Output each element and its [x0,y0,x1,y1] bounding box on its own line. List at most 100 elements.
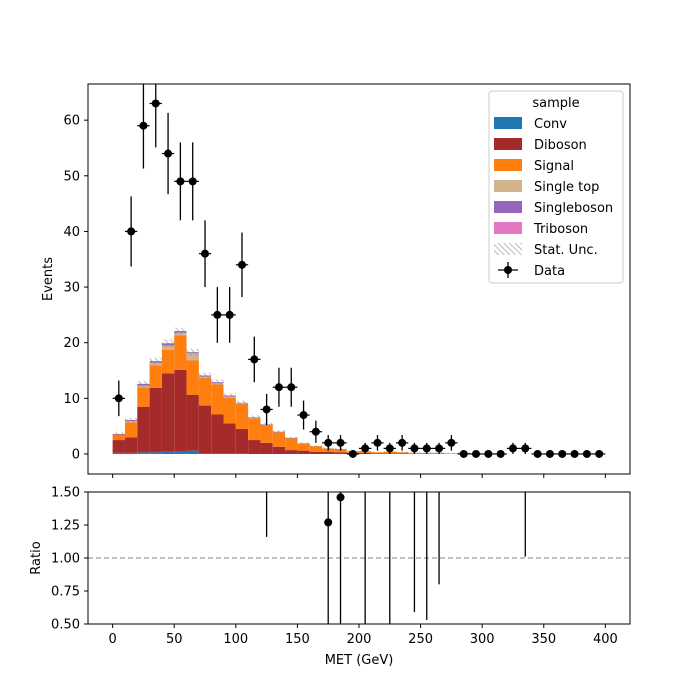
bar-signal-bin-13 [272,432,286,447]
ratio-y-tick-label: 1.00 [51,552,80,567]
bar-diboson-bin-4 [161,373,175,452]
stat-unc-bin-10 [235,400,249,406]
data-point-9 [225,310,234,319]
bar-diboson-bin-17 [322,451,335,454]
x-tick-label: 100 [223,632,248,647]
data-point-27 [447,438,456,447]
data-point-30 [484,449,493,458]
data-point-4 [164,149,173,158]
main-x-axis-ticks [112,474,606,478]
main-y-axis-ticks: 0 10 20 30 40 50 60 [63,114,88,462]
data-point-28 [459,449,468,458]
legend-swatch [494,222,522,234]
data-point-15 [299,411,308,420]
x-tick-label: 50 [166,632,183,647]
stat-unc-bin-1 [124,417,138,423]
bar-diboson-bin-18 [334,452,347,454]
data-point-16 [311,427,320,436]
data-point-33 [521,444,530,453]
data-point-13 [274,383,283,392]
ratio-points [265,492,526,624]
ratio-x-axis-ticks: 0 50 100 150 200 250 300 350 400 [108,624,618,647]
x-axis-label: MET (GeV) [325,653,394,668]
data-point-37 [570,449,579,458]
bar-diboson-bin-1 [124,437,138,453]
data-point-23 [398,438,407,447]
x-tick-label: 150 [285,632,310,647]
bar-signal-bin-7 [198,377,212,406]
data-point-8 [213,310,222,319]
bar-diboson-bin-2 [137,406,150,453]
data-point-38 [582,449,591,458]
legend-item-stat-unc: Stat. Unc. [494,243,598,258]
data-point-6 [188,177,197,186]
bar-signal-bin-6 [186,360,199,395]
legend-marker [504,266,512,274]
data-point-0 [114,394,123,403]
bar-diboson-bin-3 [149,387,162,453]
legend-swatch [494,138,522,150]
stat-unc-bin-16 [309,445,323,448]
ratio-panel: 0.50 0.75 1.00 1.25 1.50 0 50 100 150 200 250 300 3… [29,486,631,668]
main-y-tick-label: 10 [63,392,80,407]
bar-conv-bin-2 [137,452,150,454]
bar-diboson-bin-21 [371,453,384,454]
legend-item-conv: Conv [494,117,567,132]
main-y-tick-label: 0 [72,447,80,462]
legend-label: Stat. Unc. [534,243,598,258]
stat-unc-bin-13 [272,430,286,434]
ratio-point-1 [324,518,333,527]
x-tick-label: 300 [470,632,495,647]
bar-signal-bin-14 [285,438,298,451]
bar-diboson-bin-16 [309,451,323,454]
bar-conv-bin-3 [149,452,162,454]
main-y-tick-label: 60 [63,114,80,129]
bar-diboson-bin-12 [260,442,273,454]
data-point-10 [237,260,246,269]
data-point-21 [373,438,382,447]
bar-diboson-bin-23 [395,453,409,454]
main-y-tick-label: 30 [63,281,80,296]
bar-single-top-bin-4 [161,345,175,350]
legend-swatch [494,243,522,255]
bar-diboson-bin-8 [211,414,224,454]
bar-signal-bin-9 [223,397,236,424]
stat-unc-bin-9 [223,393,236,398]
bar-conv-bin-8 [211,453,224,454]
main-y-axis-label: Events [41,257,56,301]
bar-conv-bin-0 [112,452,125,454]
stat-unc-bin-5 [174,327,187,335]
bar-signal-bin-1 [124,422,138,438]
legend-frame [488,90,624,284]
bar-signal-bin-12 [260,425,273,443]
legend-swatch [494,117,522,129]
legend: sample Conv Diboson Signal Single top Single… [488,90,624,284]
bar-diboson-bin-7 [198,405,212,454]
main-y-tick-label: 50 [63,169,80,184]
legend-items: Conv Diboson Signal Single top Singleboson Tr… [494,117,613,279]
data-point-22 [385,444,394,453]
legend-label: Triboson [533,222,588,237]
ratio-y-tick-label: 1.25 [51,519,80,534]
stacked-histogram [112,331,470,454]
stat-unc-bin-14 [285,436,298,439]
bar-conv-bin-1 [124,452,138,454]
stat-unc-bin-0 [112,432,125,436]
ratio-y-tick-label: 1.50 [51,486,80,501]
legend-title: sample [532,96,579,111]
main-y-tick-label: 20 [63,336,80,351]
legend-item-triboson: Triboson [494,222,588,237]
stat-unc-bin-11 [248,415,261,419]
data-point-17 [324,438,333,447]
bar-diboson-bin-13 [272,446,286,454]
data-point-20 [361,444,370,453]
bar-signal-bin-2 [137,387,150,407]
data-point-26 [435,444,444,453]
ratio-y-axis-label: Ratio [29,541,44,574]
data-point-3 [151,99,160,108]
data-points [112,84,606,458]
legend-item-singleboson: Singleboson [494,201,613,216]
x-tick-label: 200 [347,632,372,647]
stat-unc-bin-3 [149,357,162,365]
data-point-1 [127,227,136,236]
